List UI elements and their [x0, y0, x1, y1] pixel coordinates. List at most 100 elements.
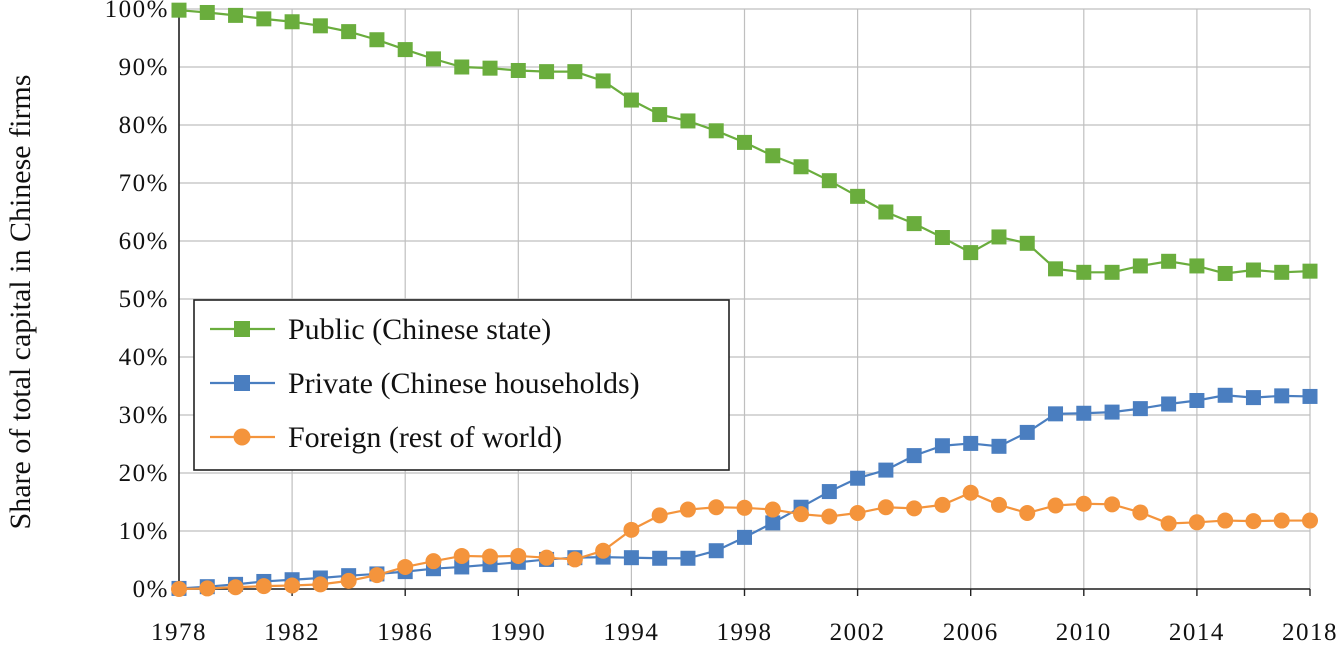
data-point [764, 501, 781, 518]
data-point [171, 581, 187, 597]
data-point [1160, 515, 1177, 532]
data-point [228, 7, 244, 23]
data-point [1161, 253, 1177, 269]
data-point [1019, 505, 1036, 522]
data-point [680, 113, 696, 129]
data-point [821, 484, 837, 500]
data-point [934, 438, 950, 454]
data-point [341, 24, 357, 40]
data-point [1019, 424, 1035, 440]
data-point [567, 64, 583, 80]
data-point [934, 230, 950, 246]
data-point [482, 548, 499, 565]
legend-label: Public (Chinese state) [288, 313, 551, 346]
data-point [737, 529, 752, 545]
x-tick-label: 2002 [830, 619, 886, 646]
data-point [623, 521, 640, 538]
data-point [1076, 264, 1092, 280]
x-tick-label: 2014 [1169, 619, 1225, 646]
data-point [963, 245, 979, 261]
data-point [765, 148, 781, 164]
data-point [1076, 405, 1092, 421]
data-point [1217, 387, 1233, 403]
data-point [793, 159, 809, 175]
data-point [1189, 258, 1205, 274]
data-point [1104, 404, 1120, 420]
legend-box [193, 299, 730, 471]
data-point [991, 438, 1007, 454]
y-tick-label: 40% [119, 344, 169, 371]
data-point [679, 501, 696, 518]
legend: Public (Chinese state) Private (Chinese h… [193, 299, 730, 471]
data-point [595, 73, 611, 89]
gridlines [178, 8, 1311, 596]
data-point [284, 577, 301, 594]
data-point [623, 92, 639, 108]
data-point [737, 134, 752, 150]
data-point [708, 123, 724, 139]
y-axis-ticks: 0% 10% 20% 30% 40% 50% 60% 70% 80% 90% 100% [105, 0, 169, 603]
data-point [340, 572, 357, 589]
legend-marker [233, 428, 251, 446]
data-point [284, 14, 300, 30]
y-tick-label: 0% [133, 576, 169, 603]
data-point [651, 507, 668, 524]
data-point [171, 2, 187, 18]
legend-marker [234, 375, 250, 391]
series-group [171, 2, 1318, 597]
y-tick-label: 70% [119, 170, 169, 197]
data-point [312, 18, 328, 34]
x-tick-label: 1986 [377, 619, 433, 646]
y-tick-label: 100% [105, 0, 169, 23]
x-tick-label: 2018 [1282, 619, 1338, 646]
data-point [1104, 264, 1120, 280]
data-point [962, 484, 979, 501]
data-point [256, 11, 272, 27]
data-point [623, 550, 639, 566]
data-point [1274, 264, 1290, 280]
legend-label: Foreign (rest of world) [288, 421, 562, 454]
legend-label: Private (Chinese households) [288, 367, 640, 400]
data-point [1047, 497, 1064, 514]
data-point [510, 62, 526, 78]
data-point [425, 553, 442, 570]
data-point [595, 542, 612, 559]
data-point [1217, 512, 1234, 529]
data-point [821, 173, 837, 189]
data-point [991, 229, 1007, 245]
data-point [1245, 262, 1261, 278]
data-point [1188, 514, 1205, 531]
x-tick-label: 1998 [717, 619, 773, 646]
x-tick-label: 2010 [1056, 619, 1112, 646]
data-point [934, 496, 951, 513]
data-point [1019, 235, 1035, 251]
data-point [1161, 396, 1177, 412]
data-point [1273, 512, 1290, 529]
series-3 [171, 484, 1318, 597]
data-point [849, 505, 866, 522]
data-point [312, 576, 329, 593]
data-point [990, 496, 1007, 513]
data-point [227, 579, 244, 596]
series-1 [171, 2, 1318, 281]
data-point [708, 543, 724, 559]
data-point [425, 51, 441, 67]
x-tick-label: 1982 [264, 619, 320, 646]
data-point [1048, 261, 1064, 277]
data-point [878, 204, 894, 220]
data-point [566, 551, 583, 568]
data-point [1274, 388, 1290, 404]
data-point [1302, 512, 1318, 529]
x-tick-label: 1990 [490, 619, 546, 646]
data-point [1104, 496, 1121, 513]
data-point [652, 107, 668, 123]
data-point [454, 59, 470, 75]
y-tick-label: 60% [119, 228, 169, 255]
data-point [368, 567, 385, 584]
data-point [199, 4, 215, 20]
data-point [538, 549, 555, 566]
data-point [963, 435, 979, 451]
data-point [510, 547, 527, 564]
data-point [453, 547, 470, 564]
